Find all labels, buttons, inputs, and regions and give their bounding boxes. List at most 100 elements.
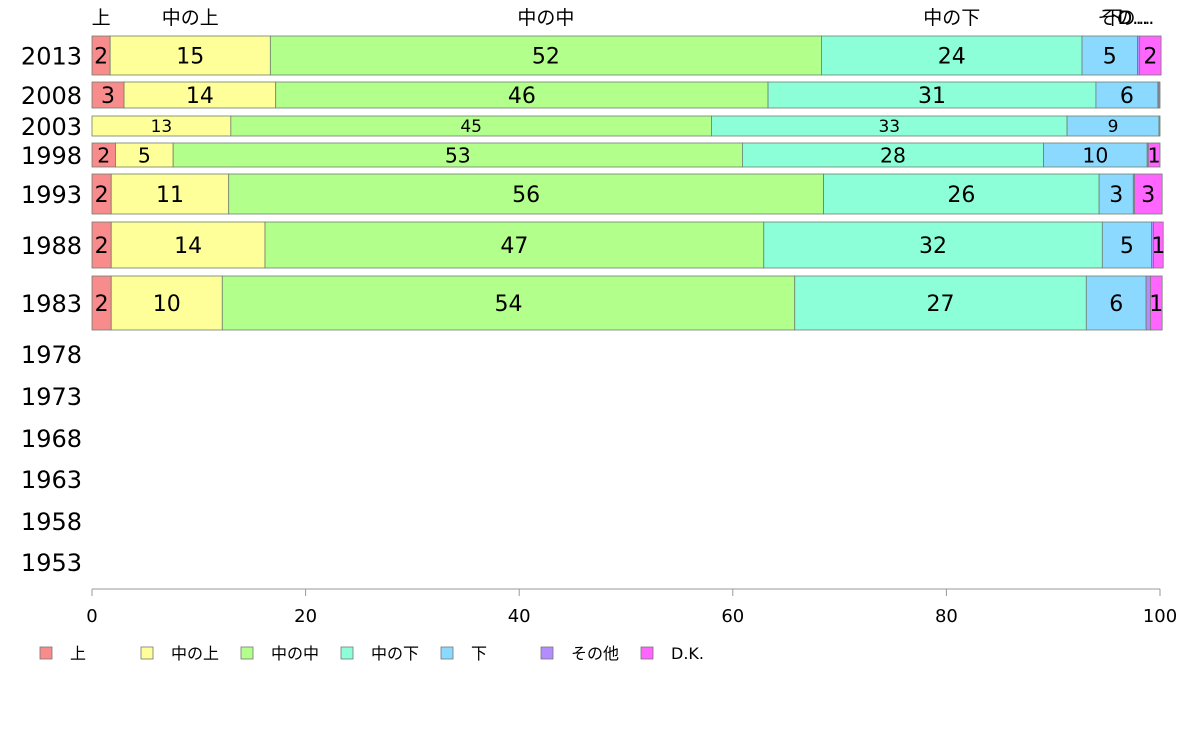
bar-segment — [115, 142, 174, 168]
bar-segment — [763, 221, 1103, 269]
x-tick-label: 60 — [721, 606, 744, 627]
x-tick-label: 0 — [86, 606, 97, 627]
bar-segment — [1081, 35, 1138, 76]
legend-swatch — [340, 646, 354, 660]
bar-segment — [1153, 221, 1164, 269]
data-label: 5 — [1120, 234, 1134, 259]
year-label: 1958 — [21, 508, 82, 536]
x-tick-label: 80 — [935, 606, 958, 627]
data-label: 15 — [176, 44, 204, 69]
year-label: 1968 — [21, 425, 82, 453]
bar-segment — [821, 35, 1083, 76]
legend-label: その他 — [571, 644, 619, 663]
year-label: 1983 — [21, 290, 82, 318]
bar-segment — [269, 35, 822, 76]
data-label: 6 — [1109, 292, 1123, 317]
year-label: 2008 — [21, 82, 82, 110]
year-label: 1993 — [21, 181, 82, 209]
segment-header-label: 中の上 — [162, 7, 219, 29]
bar-segment — [1158, 81, 1161, 109]
year-label: 1988 — [21, 232, 82, 260]
segment-header-label: 上 — [92, 7, 111, 29]
data-label: 3 — [101, 84, 115, 109]
bar-segment — [1133, 173, 1163, 215]
data-label: 6 — [1120, 84, 1134, 109]
data-label: 2 — [95, 183, 109, 208]
year-label: 1998 — [21, 142, 82, 170]
legend-label: 上 — [70, 644, 86, 663]
segment-header-label: その… — [1097, 7, 1154, 29]
bar-segment — [767, 81, 1097, 109]
data-label: 54 — [495, 292, 523, 317]
segment-header-label: 中の中 — [517, 7, 574, 29]
data-label: 1 — [1151, 234, 1165, 259]
year-label: 2003 — [21, 113, 82, 141]
segment-header-label: 中の下 — [923, 7, 980, 29]
x-tick-label: 20 — [294, 606, 317, 627]
bar-segment — [794, 275, 1087, 331]
bar-segment — [110, 221, 266, 269]
data-label: 53 — [445, 143, 471, 167]
bar-segment — [1098, 173, 1134, 215]
legend-swatch — [39, 646, 53, 660]
legend-label: 下 — [471, 644, 487, 663]
legend-label: 中の下 — [371, 644, 419, 663]
bar-segment — [172, 142, 743, 168]
data-label: 46 — [508, 84, 536, 109]
legend-swatch — [640, 646, 654, 660]
data-label: 10 — [153, 292, 181, 317]
data-label: 33 — [878, 117, 900, 137]
data-label: 45 — [460, 117, 482, 137]
data-label: 31 — [918, 84, 946, 109]
bar-segment — [123, 81, 277, 109]
segment-header-label: 下 — [1103, 7, 1122, 29]
data-label: 32 — [919, 234, 947, 259]
legend-label: D.K. — [671, 644, 704, 663]
data-label: 3 — [1141, 183, 1155, 208]
bar-segment — [264, 221, 765, 269]
data-label: 10 — [1082, 143, 1108, 167]
year-label: 2013 — [21, 43, 82, 71]
data-label: 5 — [138, 143, 151, 167]
data-label: 28 — [880, 143, 906, 167]
data-label: 13 — [151, 117, 173, 137]
bar-segment — [1101, 221, 1152, 269]
bar-segment — [110, 173, 230, 215]
data-label: 14 — [186, 84, 214, 109]
data-label: 1 — [1149, 292, 1163, 317]
x-tick-label: 100 — [1143, 606, 1177, 627]
data-label: 2 — [95, 234, 109, 259]
year-label: 1973 — [21, 383, 82, 411]
year-label: 1978 — [21, 341, 82, 369]
data-label: 52 — [532, 44, 560, 69]
legend-swatch — [440, 646, 454, 660]
data-label: 9 — [1108, 117, 1119, 137]
bar-segment — [1085, 275, 1147, 331]
data-label: 1 — [1148, 143, 1161, 167]
bar-segment — [1139, 35, 1162, 76]
legend-swatch — [140, 646, 154, 660]
data-label: 2 — [1143, 44, 1157, 69]
bar-segment — [110, 275, 223, 331]
legend-label: 中の中 — [271, 644, 319, 663]
bar-segment — [91, 81, 125, 109]
data-label: 2 — [95, 292, 109, 317]
data-label: 56 — [512, 183, 540, 208]
bar-segment — [742, 142, 1044, 168]
bar-segment — [109, 35, 271, 76]
segment-header-label: D... — [1118, 7, 1151, 29]
data-label: 47 — [500, 234, 528, 259]
bar-segment — [823, 173, 1100, 215]
x-tick-label: 40 — [508, 606, 531, 627]
bar-segment — [221, 275, 796, 331]
legend-swatch — [540, 646, 554, 660]
bar-segment — [1147, 142, 1161, 168]
data-label: 26 — [947, 183, 975, 208]
data-label: 27 — [927, 292, 955, 317]
bar-segment — [1043, 142, 1148, 168]
data-label: 24 — [938, 44, 966, 69]
data-label: 5 — [1103, 44, 1117, 69]
data-label: 11 — [156, 183, 184, 208]
legend-label: 中の上 — [171, 644, 219, 663]
